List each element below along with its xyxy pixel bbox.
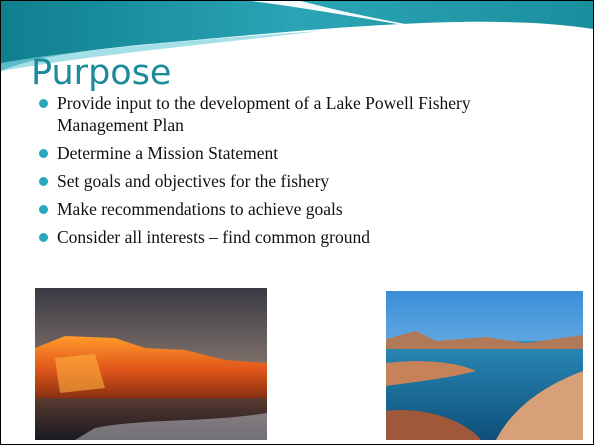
front-rock xyxy=(386,410,481,440)
bullet-item: Consider all interests – find common gro… xyxy=(39,226,557,248)
header-banner xyxy=(1,1,593,71)
bullet-list: Provide input to the development of a La… xyxy=(39,92,559,254)
bullet-item: Set goals and objectives for the fishery xyxy=(39,170,557,192)
cliff-light xyxy=(55,354,105,393)
right-rock xyxy=(496,371,583,440)
photo-lake-rocks xyxy=(386,291,583,440)
bullet-item: Provide input to the development of a La… xyxy=(39,92,557,136)
header-band xyxy=(1,1,593,71)
left-rock xyxy=(386,361,476,386)
wake xyxy=(75,413,267,440)
bullet-item: Make recommendations to achieve goals xyxy=(39,198,557,220)
bullet-item: Determine a Mission Statement xyxy=(39,142,557,164)
distant-rocks xyxy=(386,331,583,349)
photo-sunset-cliff xyxy=(35,288,267,440)
slide-title: Purpose xyxy=(31,53,172,93)
header-swoosh xyxy=(251,1,521,45)
